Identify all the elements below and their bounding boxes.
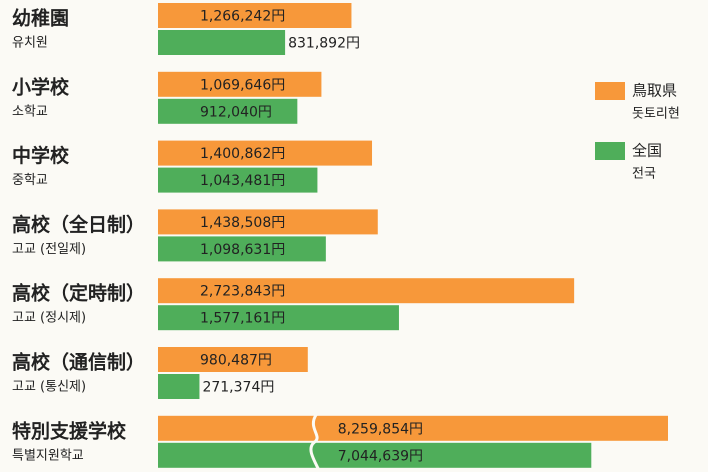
value-label: 831,892円 [288,36,360,52]
legend-sublabel: 돗토리현 [632,107,680,122]
category-sublabel: 유치원 [12,36,48,51]
axis-break [309,412,321,471]
value-label: 1,098,631円 [200,242,285,258]
value-label: 1,438,508円 [200,215,285,231]
bar [158,347,308,372]
category-sublabel: 소학교 [12,104,48,119]
bar [158,305,399,331]
bar [158,98,298,124]
category-label: 高校（通信制） [12,351,145,374]
category-sublabel: 고교 (정시제) [12,311,86,326]
bar [158,278,575,304]
value-label: 7,044,639円 [338,448,423,464]
bar [158,30,286,55]
value-label: 980,487円 [200,353,272,369]
bar [158,167,318,193]
bar [158,71,322,97]
value-label: 271,374円 [202,380,274,396]
legend-sublabel: 전국 [632,167,656,182]
category-label: 特別支援学校 [12,419,127,442]
legend-label: 全国 [632,142,662,160]
bar [158,236,326,262]
bar [158,442,592,468]
legend-swatch [595,142,625,160]
legend-swatch [595,82,625,100]
value-label: 912,040円 [200,104,272,120]
legend-label: 鳥取県 [632,82,677,100]
value-label: 1,266,242円 [200,9,285,25]
bar [158,209,378,235]
category-sublabel: 특별지원학교 [12,448,84,463]
category-label: 高校（定時制） [12,282,145,305]
value-label: 1,069,646円 [200,77,285,93]
category-label: 中学校 [12,144,70,167]
bar [158,3,352,28]
category-label: 幼稚園 [12,7,69,30]
category-label: 高校（全日制） [12,213,145,236]
bar [158,140,373,166]
category-sublabel: 고교 (전일제) [12,242,86,257]
value-label: 1,400,862円 [200,146,285,162]
value-label: 1,043,481円 [200,173,285,189]
bar [158,374,200,399]
category-sublabel: 고교 (통신제) [12,380,86,395]
category-sublabel: 중학교 [12,173,48,188]
value-label: 2,723,843円 [200,284,285,300]
bar [158,415,668,441]
value-label: 1,577,161円 [200,311,285,327]
value-label: 8,259,854円 [338,421,423,437]
category-label: 小学校 [12,75,70,98]
